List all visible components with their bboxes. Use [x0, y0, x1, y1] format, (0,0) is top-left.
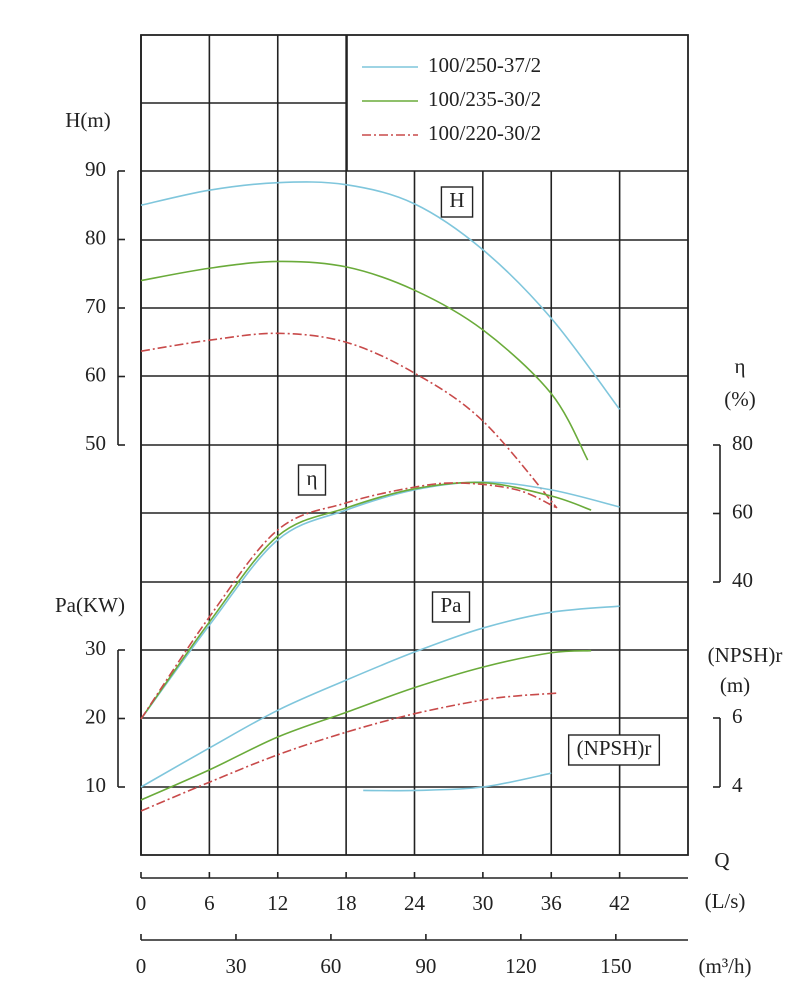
x2-tick-label: 0 — [136, 954, 147, 978]
x-tick-label: 18 — [336, 891, 357, 915]
y-tick-label: 6 — [732, 704, 743, 728]
y-tick-label: 30 — [85, 636, 106, 660]
curve-label-box — [567, 734, 661, 766]
x2-tick-label: 30 — [225, 954, 246, 978]
curve-label: H — [449, 188, 464, 212]
y-tick-label: 80 — [732, 431, 753, 455]
curve — [140, 605, 620, 788]
x2-tick-label: 120 — [505, 954, 537, 978]
x-tick-label: 0 — [136, 891, 147, 915]
x-tick-label: 42 — [609, 891, 630, 915]
y-tick-label: 10 — [85, 773, 106, 797]
x-axis-label: Q — [714, 848, 729, 872]
x2-tick-label: 90 — [415, 954, 436, 978]
y-tick-label: 60 — [732, 499, 753, 523]
y-tick-label: 60 — [85, 362, 106, 386]
y-tick-label: 80 — [85, 225, 106, 249]
x-tick-label: 24 — [404, 891, 426, 915]
curve — [140, 332, 558, 509]
curve-label: (NPSH)r — [577, 736, 652, 760]
x-tick-label: 6 — [204, 891, 215, 915]
y-tick-label: 70 — [85, 294, 106, 318]
curve — [140, 481, 620, 720]
curve — [140, 260, 589, 461]
y-axis-label: (NPSH)r — [708, 643, 783, 667]
curve — [363, 772, 552, 792]
y-axis-label: (%) — [724, 387, 755, 411]
y-tick-label: 90 — [85, 157, 106, 181]
legend-label: 100/220-30/2 — [428, 121, 541, 145]
x2-tick-label: 60 — [320, 954, 341, 978]
curve-label-box — [440, 186, 474, 218]
curve-label-box — [431, 591, 471, 623]
legend-label: 100/250-37/2 — [428, 53, 541, 77]
y-tick-label: 50 — [85, 431, 106, 455]
curve — [140, 482, 558, 720]
curve-label: η — [307, 466, 318, 490]
curve-label-box — [297, 464, 327, 496]
curve — [140, 481, 592, 720]
x2-tick-label: 150 — [600, 954, 632, 978]
y-axis-label: η — [735, 354, 746, 378]
y-tick-label: 4 — [732, 773, 743, 797]
curve-label: Pa — [441, 593, 463, 617]
x-tick-label: 30 — [472, 891, 493, 915]
y-axis-label: Pa(KW) — [55, 593, 125, 617]
curve — [140, 649, 592, 801]
y-axis-label: (m) — [720, 673, 750, 697]
legend-label: 100/235-30/2 — [428, 87, 541, 111]
x2-axis-label: (m³/h) — [699, 954, 752, 978]
y-axis-label: H(m) — [65, 108, 111, 132]
y-tick-label: 40 — [732, 568, 753, 592]
x-tick-label: 36 — [541, 891, 562, 915]
y-tick-label: 20 — [85, 704, 106, 728]
x-tick-label: 12 — [267, 891, 288, 915]
curve — [140, 181, 621, 410]
x-axis-label: (L/s) — [705, 889, 746, 913]
